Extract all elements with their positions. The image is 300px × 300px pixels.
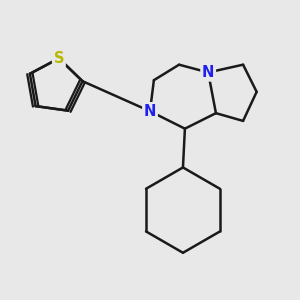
Text: S: S [54, 51, 64, 66]
Text: N: N [202, 65, 214, 80]
Text: N: N [144, 104, 156, 119]
